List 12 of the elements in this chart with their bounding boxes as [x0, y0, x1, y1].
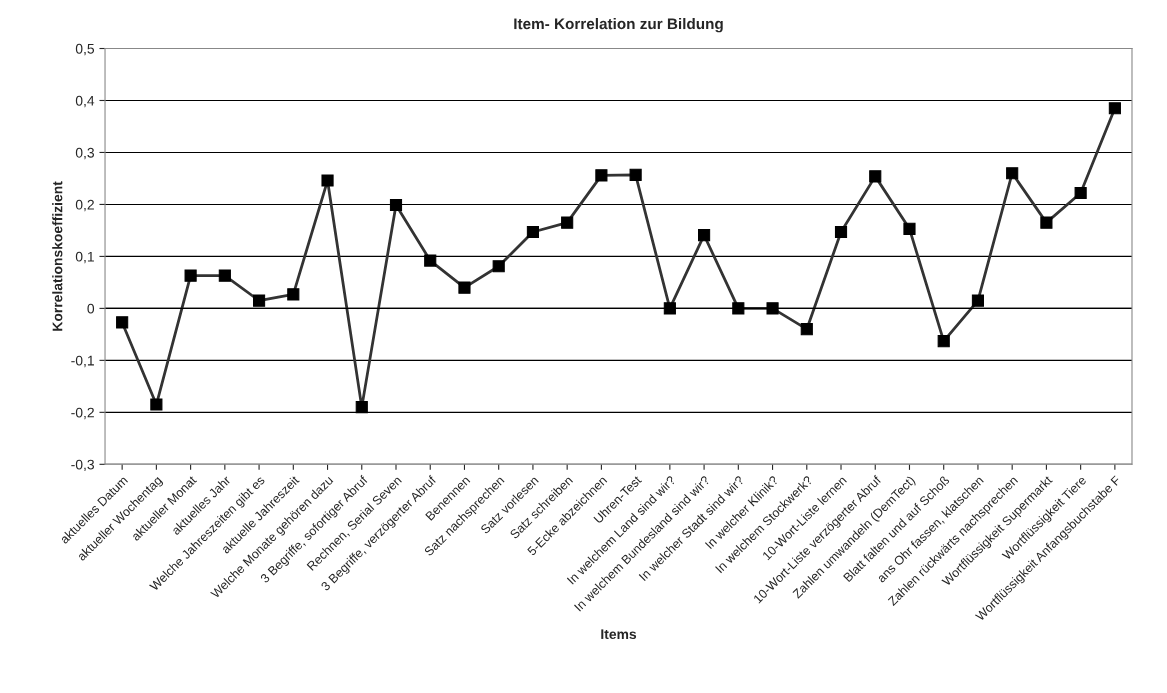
- y-tick-label: -0,2: [71, 407, 94, 420]
- y-tick-label: 0,1: [75, 251, 94, 264]
- y-tick-label: 0,5: [75, 43, 95, 56]
- y-axis-title: Korrelationskoeffizient: [52, 181, 63, 331]
- y-tick-label: 0,2: [75, 199, 94, 212]
- y-tick-label: 0,3: [75, 147, 94, 160]
- y-tick-label: -0,1: [71, 355, 94, 368]
- x-axis-title: Items: [601, 629, 637, 640]
- y-tick-label: 0: [87, 303, 95, 314]
- y-tick-label: -0,3: [71, 459, 95, 472]
- y-tick-label: 0,4: [75, 95, 95, 108]
- chart-title: Item- Korrelation zur Bildung: [514, 17, 723, 33]
